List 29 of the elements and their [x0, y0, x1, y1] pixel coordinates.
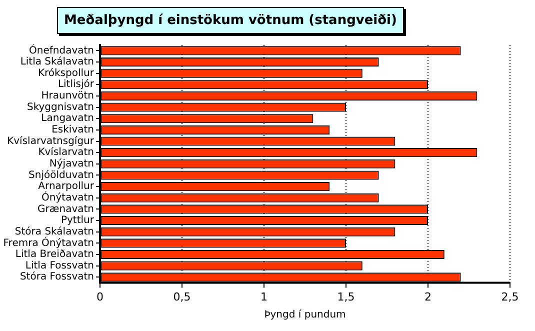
y-tick-label: Kvíslarvatnsgígur — [7, 136, 95, 147]
x-tick-label: 1,5 — [337, 290, 355, 304]
y-tick-label: Fremra Ónýtavatn — [3, 236, 94, 249]
y-tick-label: Langavatn — [41, 113, 94, 124]
y-tick-label: Litla Breiðavatn — [15, 249, 94, 260]
y-tick-label: Ónýtavatn — [42, 190, 94, 204]
x-axis-title: Þyngd í pundum — [264, 310, 346, 321]
y-tick-label: Hraunvötn — [41, 90, 94, 102]
y-tick-label: Eskivatn — [52, 124, 94, 136]
y-tick-label: Litla Fossvatn — [25, 260, 94, 272]
y-tick-label: Snjóölduvatn — [28, 170, 94, 181]
x-tick-label: 0,5 — [173, 290, 191, 304]
chart-title: Meðalþyngd í einstökum vötnum (stangveiði) — [57, 7, 404, 34]
y-tick-label: Skyggnisvatn — [26, 102, 94, 113]
y-tick-label: Kvíslarvatn — [38, 147, 94, 158]
x-tick-label: 2 — [424, 290, 432, 304]
y-tick-label: Stóra Skálavatn — [14, 226, 94, 238]
x-tick-label: 2,5 — [501, 290, 519, 304]
y-tick-label: Stóra Fossvatn — [20, 272, 94, 283]
y-tick-label: Arnarpollur — [38, 181, 95, 192]
x-tick-label: 0 — [96, 290, 104, 304]
y-tick-label: Nýjavatn — [49, 158, 94, 170]
y-tick-label: Litla Skálavatn — [20, 56, 94, 68]
y-tick-label: Litlisjór — [58, 79, 95, 90]
y-tick-label: Krókspollur — [38, 68, 95, 79]
y-tick-label: Pyttlur — [60, 215, 95, 226]
x-tick-label: 1 — [260, 290, 268, 304]
y-tick-label: Ónefndavatn — [29, 43, 94, 56]
y-tick-label: Grænavatn — [38, 204, 94, 215]
